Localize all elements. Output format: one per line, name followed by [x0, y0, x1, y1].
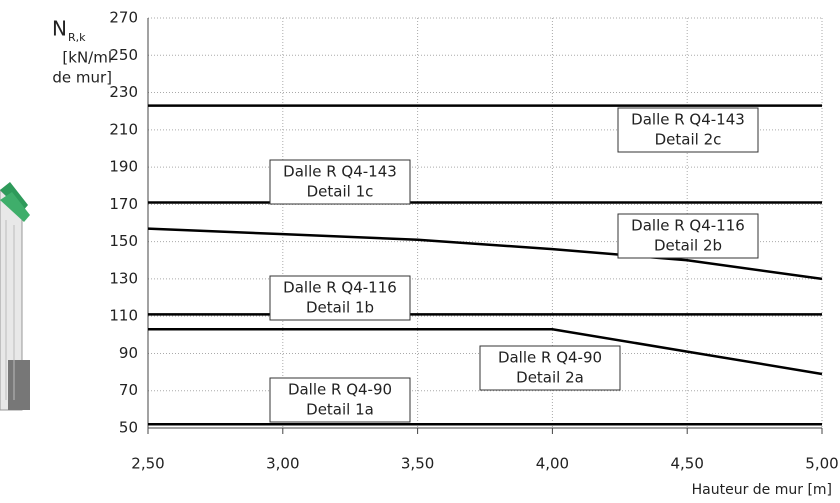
- series-label: Dalle R Q4-143: [283, 163, 397, 181]
- y-tick-label: 50: [119, 419, 138, 437]
- x-tick-label: 2,50: [131, 455, 164, 473]
- series-label: Dalle R Q4-116: [283, 279, 397, 297]
- y-tick-label: 150: [109, 232, 138, 250]
- x-axis-label: Hauteur de mur [m]: [692, 482, 832, 498]
- series-label: Dalle R Q4-143: [631, 111, 745, 129]
- y-tick-label: 90: [119, 344, 138, 362]
- series-detail: Detail 1b: [306, 299, 374, 317]
- y-tick-label: 190: [109, 158, 138, 176]
- y-tick-label: 270: [109, 9, 138, 27]
- y-label-unit: de mur]: [52, 69, 112, 87]
- y-tick-label: 110: [109, 307, 138, 325]
- series-detail: Detail 2a: [516, 369, 584, 387]
- series-detail: Detail 2c: [655, 131, 722, 149]
- series-detail: Detail 2b: [654, 237, 722, 255]
- x-tick-label: 5,00: [805, 455, 838, 473]
- y-tick-label: 250: [109, 46, 138, 64]
- y-tick-label: 70: [119, 381, 138, 399]
- y-tick-label: 230: [109, 83, 138, 101]
- series-label: Dalle R Q4-90: [498, 349, 602, 367]
- series-label: Dalle R Q4-116: [631, 217, 745, 235]
- x-tick-label: 4,50: [670, 455, 703, 473]
- y-tick-label: 210: [109, 120, 138, 138]
- series-detail: Detail 1c: [307, 183, 374, 201]
- y-label-subscript: R,k: [68, 31, 86, 44]
- x-tick-label: 4,00: [536, 455, 569, 473]
- x-tick-label: 3,50: [401, 455, 434, 473]
- y-tick-label: 130: [109, 269, 138, 287]
- chart: N R,k [kN/ml de mur] Hauteur de mur [m] …: [0, 0, 840, 503]
- illustration: [0, 182, 30, 410]
- y-tick-label: 170: [109, 195, 138, 213]
- x-tick-label: 3,00: [266, 455, 299, 473]
- series-detail: Detail 1a: [306, 401, 374, 419]
- y-label-symbol: N: [52, 17, 67, 41]
- series-label: Dalle R Q4-90: [288, 381, 392, 399]
- y-label-unit: [kN/ml: [62, 49, 112, 67]
